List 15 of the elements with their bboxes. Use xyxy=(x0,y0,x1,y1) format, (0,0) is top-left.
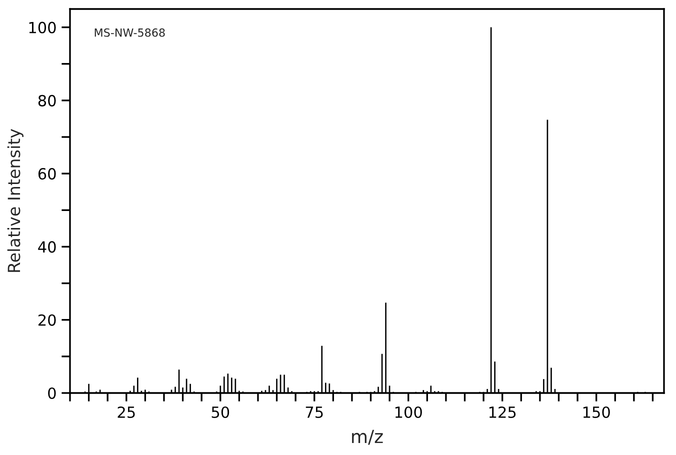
y-tick-label: 40 xyxy=(38,241,56,253)
x-axis-title: m/z xyxy=(352,430,383,445)
annotation: MS-NW-5868 xyxy=(94,28,165,37)
y-tick-label: 100 xyxy=(29,22,56,34)
y-tick-label: 0 xyxy=(48,387,56,400)
x-tick-label: 25 xyxy=(118,406,135,418)
x-tick-label: 75 xyxy=(306,406,323,418)
x-tick-label: 50 xyxy=(212,406,230,418)
x-tick-label: 125 xyxy=(489,406,516,418)
y-axis-title: Relative Intensity xyxy=(7,128,24,272)
y-tick-label: 80 xyxy=(38,94,56,106)
x-tick-label: 150 xyxy=(583,406,610,418)
x-tick-label: 100 xyxy=(395,406,422,418)
y-tick-label: 60 xyxy=(38,168,56,180)
y-tick-label: 20 xyxy=(38,314,56,326)
